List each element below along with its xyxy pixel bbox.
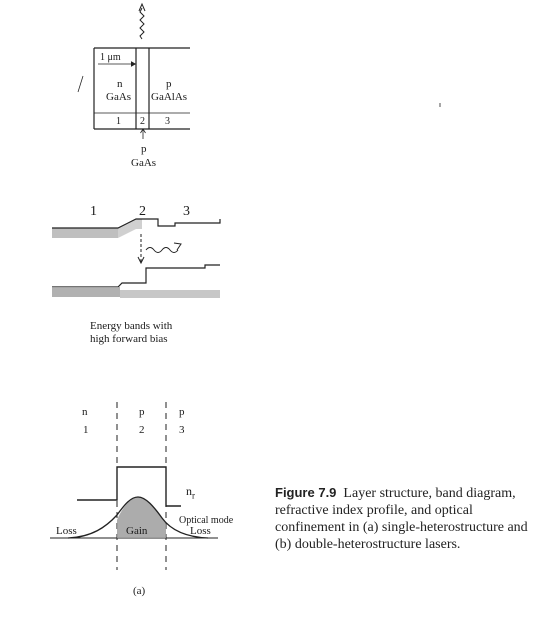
emitted-photon-wave [145,247,179,253]
valence-band-shade-right [120,290,220,298]
region-n-material-label: GaAs [106,91,132,103]
conduction-band-shade-left [52,228,118,238]
margin-mark [77,75,84,93]
loss-right-label: Loss [190,525,211,537]
optical-mode-label: Optical mode [179,515,234,526]
refractive-index-label: nr [186,485,195,500]
index-profile-diagram [50,402,218,570]
band-region-number-2: 2 [139,204,146,219]
region-p-type-label: p [166,78,172,90]
index-region-number-2: 2 [139,424,145,436]
thickness-arrowhead [130,61,137,67]
emitted-photon-arrowhead [173,242,182,251]
conduction-band-edge [52,218,221,229]
bottom-pointer-arrowhead [140,128,146,134]
layer-structure-diagram [77,2,441,139]
band-note-line-1: Energy bands with [90,320,173,332]
band-diagram [52,218,221,298]
bottom-type-label: p [141,143,147,155]
index-type-label-p-right: p [179,406,185,418]
loss-left-label: Loss [56,525,77,537]
refractive-index-profile [77,466,181,507]
index-type-label-p-center: p [139,406,145,418]
region-n-type-label: n [117,78,123,90]
recombination-arrowhead [137,256,145,265]
index-type-label-n: n [82,406,88,418]
band-region-number-1: 1 [90,204,97,219]
index-region-number-1: 1 [83,424,89,436]
optical-mode-curve [67,496,209,539]
figure-number: Figure 7.9 [275,485,337,500]
subfigure-label: (a) [133,585,146,597]
photon-emission-arrowhead [138,2,146,12]
bottom-material-label: GaAs [131,157,157,169]
gain-label: Gain [126,525,148,537]
band-region-number-3: 3 [183,204,190,219]
photon-emission-wave [139,7,145,40]
valence-band-edge [52,264,220,288]
refractive-index-symbol: n [186,484,192,498]
valence-band-shade-left [52,287,120,297]
figure-caption: Figure 7.9 Layer structure, band diagram… [275,484,537,553]
index-region-number-3: 3 [179,424,185,436]
thickness-label: 1 μm [100,52,121,63]
refractive-index-subscript: r [192,490,195,501]
region-p-material-label: GaAlAs [151,91,188,103]
conduction-band-shade-ramp [118,219,142,238]
layer-region-number-3: 3 [165,116,170,127]
layer-region-number-1: 1 [116,116,121,127]
figure-caption-text: Layer structure, band diagram, refractiv… [275,486,528,552]
band-note-line-2: high forward bias [90,333,168,345]
layer-region-number-2: 2 [140,116,145,127]
